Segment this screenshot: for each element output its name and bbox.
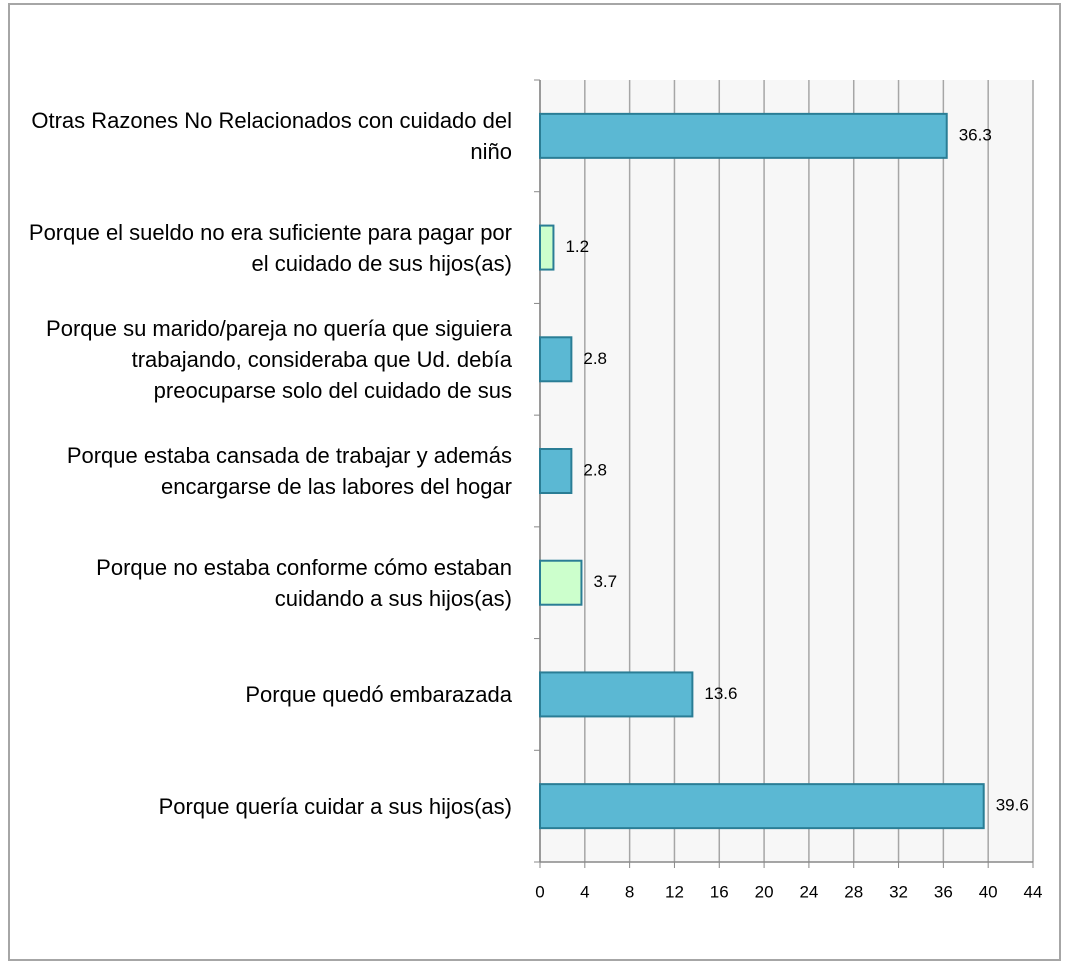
- category-label: Porque no estaba conforme cómo estaban c…: [96, 554, 512, 611]
- x-tick-label: 12: [665, 882, 684, 901]
- x-tick-label: 44: [1024, 882, 1043, 901]
- category-label: Porque su marido/pareja no quería que si…: [46, 315, 512, 403]
- x-tick-label: 32: [889, 882, 908, 901]
- bar: [539, 783, 985, 830]
- bar: [539, 224, 555, 271]
- bar: [539, 559, 583, 606]
- x-tick-label: 16: [710, 882, 729, 901]
- chart-frame: [8, 3, 1061, 961]
- plot-background: [540, 80, 1033, 862]
- bar: [539, 671, 694, 718]
- data-label: 36.3: [959, 125, 992, 144]
- x-tick-label: 0: [535, 882, 544, 901]
- category-label: Otras Razones No Relacionados con cuidad…: [31, 107, 512, 164]
- category-label: Porque el sueldo no era suficiente para …: [28, 219, 512, 276]
- category-label: Porque quedó embarazada: [245, 681, 512, 707]
- x-tick-label: 40: [979, 882, 998, 901]
- x-tick-label: 4: [580, 882, 589, 901]
- bar: [539, 336, 573, 383]
- category-label: Porque quería cuidar a sus hijos(as): [158, 793, 512, 819]
- data-label: 3.7: [593, 572, 617, 591]
- data-label: 1.2: [565, 237, 589, 256]
- x-tick-label: 8: [625, 882, 634, 901]
- data-label: 13.6: [704, 684, 737, 703]
- data-label: 39.6: [996, 796, 1029, 815]
- category-label: Porque estaba cansada de trabajar y adem…: [66, 442, 512, 499]
- x-tick-label: 36: [934, 882, 953, 901]
- bar: [539, 448, 573, 494]
- x-tick-label: 24: [799, 882, 818, 901]
- data-label: 2.8: [583, 460, 607, 479]
- data-label: 2.8: [583, 349, 607, 368]
- bar: [539, 112, 948, 159]
- x-tick-label: 28: [844, 882, 863, 901]
- x-tick-label: 20: [755, 882, 774, 901]
